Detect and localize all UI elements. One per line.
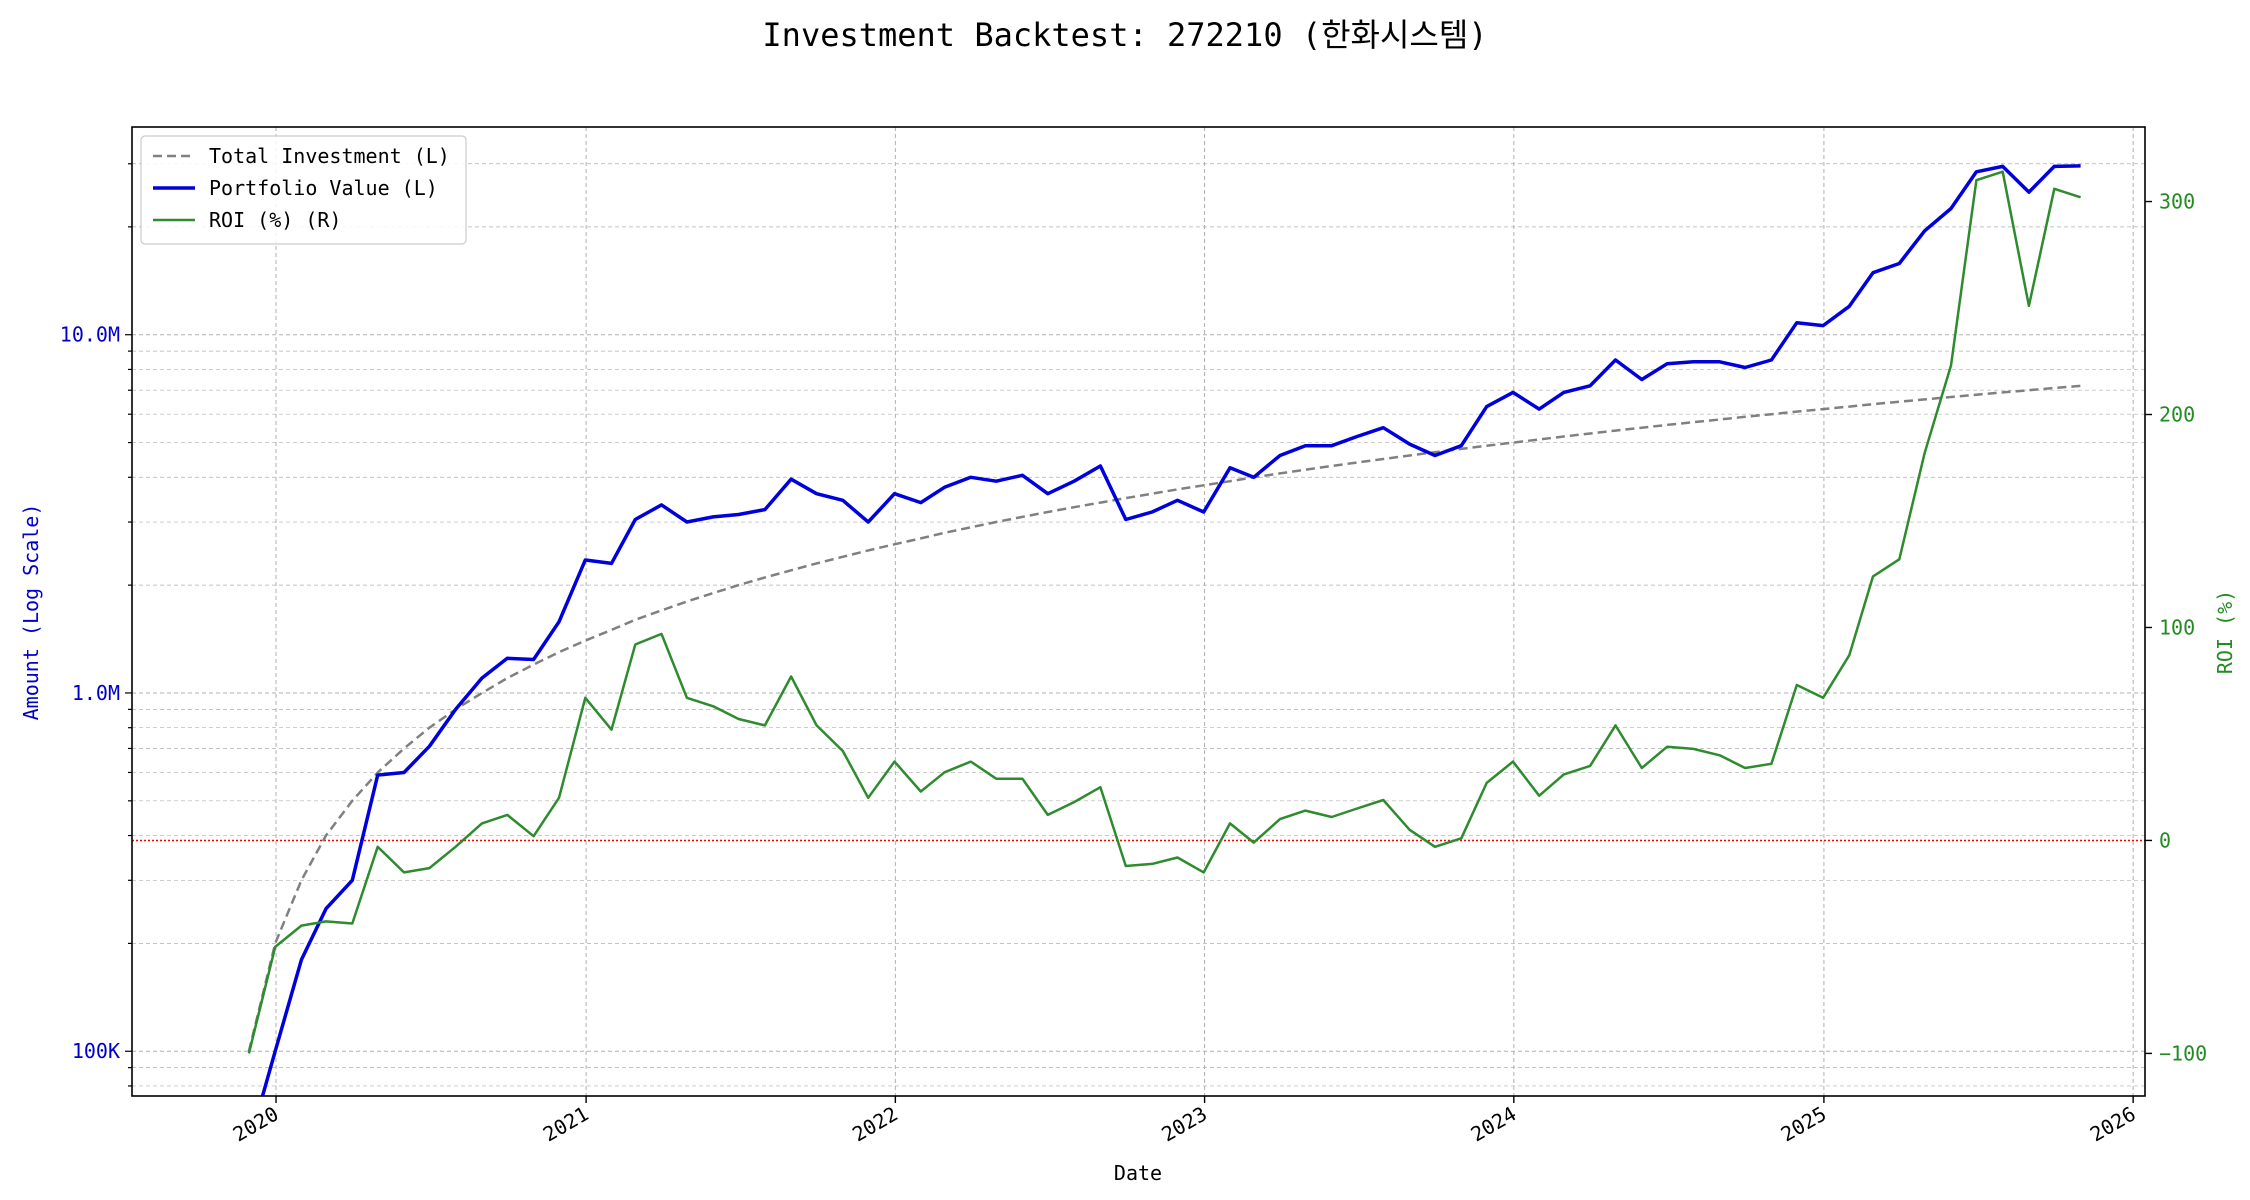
- series-layer: [247, 164, 2081, 1096]
- legend-box: [140, 135, 467, 245]
- y-axis-label-left: Amount (Log Scale): [19, 504, 43, 721]
- y-right-tick-label: −100: [2159, 1041, 2207, 1065]
- x-tick-label: 2025: [1777, 1102, 1831, 1147]
- y-right-tick-label: 300: [2159, 190, 2195, 214]
- plot-frame: [131, 126, 2146, 1097]
- legend-label: Portfolio Value (L): [209, 176, 438, 200]
- portfolio-value-line: [260, 164, 2081, 1096]
- y-right-tick-label: 0: [2159, 828, 2171, 852]
- y-left-tick-label: 1.0M: [72, 681, 120, 705]
- grid-layer: [132, 127, 2145, 1096]
- y-left-tick-label: 100K: [72, 1039, 120, 1063]
- x-tick-label: 2024: [1467, 1102, 1521, 1147]
- x-tick-label: 2022: [848, 1102, 902, 1147]
- roi-line: [247, 170, 2081, 1054]
- x-tick-label: 2021: [539, 1102, 593, 1147]
- x-tick-label: 2020: [229, 1102, 283, 1147]
- axis-layer: 2020 2021 2022 2023 2024 2025 2026 100K 1.0M 10.0…: [60, 163, 2207, 1147]
- x-axis-label: Date: [1114, 1161, 1162, 1185]
- y-left-tick-label: 10.0M: [60, 323, 120, 347]
- y-right-tick-label: 200: [2159, 403, 2195, 427]
- y-right-tick-label: 100: [2159, 615, 2195, 639]
- x-tick-label: 2026: [2086, 1102, 2140, 1147]
- legend-label: Total Investment (L): [209, 144, 450, 168]
- y-axis-label-right: ROI (%): [2213, 590, 2237, 674]
- legend: Total Investment (L) Portfolio Value (L) R…: [140, 135, 467, 245]
- legend-label: ROI (%) (R): [209, 208, 341, 232]
- x-tick-label: 2023: [1157, 1102, 1211, 1147]
- chart-title: Investment Backtest: 272210 (한화시스템): [762, 16, 1487, 54]
- total-investment-line: [247, 384, 2081, 1052]
